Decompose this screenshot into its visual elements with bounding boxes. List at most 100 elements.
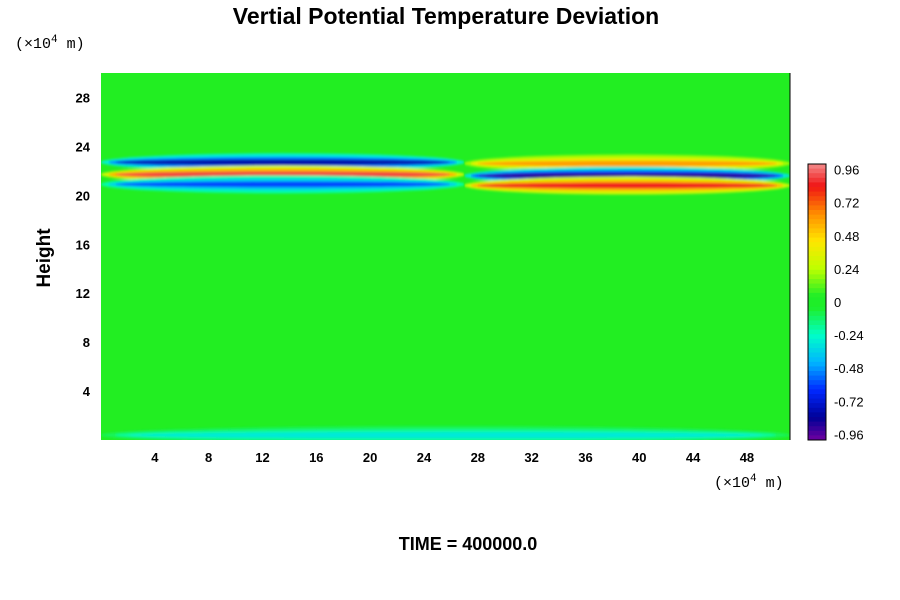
colorbar-tick-label: -0.72	[834, 394, 864, 409]
x-tick-label: 40	[632, 450, 646, 465]
colorbar-segment	[808, 191, 826, 197]
colorbar-segment	[808, 325, 826, 330]
colorbar-segment	[808, 182, 826, 188]
colorbar-segment	[808, 430, 826, 436]
y-unit-exp: 4	[51, 34, 58, 46]
colorbar-segment	[808, 329, 826, 335]
colorbar-segment	[808, 371, 826, 376]
colorbar-segment	[808, 403, 826, 409]
colorbar-segment	[808, 274, 826, 280]
x-tick-label: 32	[524, 450, 538, 465]
colorbar-tick-label: 0.48	[834, 229, 859, 244]
colorbar-segment	[808, 279, 826, 284]
colorbar-frame	[807, 163, 827, 441]
colorbar-segment	[808, 343, 826, 349]
colorbar-segment	[808, 352, 826, 358]
colorbar-segment	[808, 421, 826, 427]
colorbar-segment	[808, 205, 826, 211]
y-tick-label: 4	[83, 384, 91, 399]
x-tick-label: 12	[255, 450, 269, 465]
colorbar-segment	[808, 219, 826, 225]
colorbar-segment	[808, 233, 826, 238]
x-tick-labels: 4 8 12 16 20 24 28 32 36 40 44 48	[151, 450, 754, 465]
colorbar-tick-label: 0.24	[834, 262, 859, 277]
colorbar-tick-label: 0	[834, 295, 841, 310]
x-tick-label: 44	[686, 450, 701, 465]
x-tick-label: 36	[578, 450, 592, 465]
heatmap-band-3-layer-2	[477, 160, 777, 167]
colorbar-segment	[808, 288, 826, 294]
colorbar-segment	[808, 173, 826, 179]
colorbar-segment	[808, 269, 826, 275]
colorbar-segment	[808, 315, 826, 321]
y-tick-label: 16	[76, 237, 90, 252]
colorbar-segment	[808, 380, 826, 386]
chart-title: Vertial Potential Temperature Deviation	[233, 3, 659, 29]
heatmap-band-5-layer-2	[477, 182, 777, 189]
colorbar-segment	[808, 389, 826, 395]
colorbar-tick-labels: 0.96 0.72 0.48 0.24 0 -0.24 -0.48 -0.72 -0.96	[834, 163, 864, 443]
colorbar-tick-label: -0.24	[834, 328, 864, 343]
colorbar-segment	[808, 394, 826, 399]
heatmap-band-2-layer-2	[115, 181, 450, 188]
colorbar-segment	[808, 375, 826, 381]
colorbar-segment	[808, 320, 826, 326]
colorbar-segment	[808, 426, 826, 432]
x-tick-label: 24	[417, 450, 432, 465]
colorbar-segment	[808, 223, 826, 229]
colorbar-segment	[808, 311, 826, 317]
colorbar-segment	[808, 256, 826, 261]
colorbar-segment	[808, 214, 826, 220]
colorbar-tick-label: 0.72	[834, 196, 859, 211]
colorbar-segment	[808, 187, 826, 192]
x-unit-exp: 4	[750, 473, 757, 485]
colorbar-segment	[808, 177, 826, 183]
colorbar-segment	[808, 361, 826, 367]
heatmap-background	[101, 73, 790, 440]
colorbar-segment	[808, 357, 826, 363]
colorbar-segment	[808, 292, 826, 298]
heatmap-bands	[101, 153, 790, 440]
colorbar-segment	[808, 366, 826, 372]
colorbar-segment	[808, 283, 826, 289]
y-tick-label: 28	[76, 90, 90, 105]
colorbar-segment	[808, 306, 826, 312]
heatmap-band-0-layer-2	[115, 159, 450, 166]
heatmap-plot-area	[101, 73, 790, 440]
colorbar-segment	[808, 196, 826, 202]
y-tick-label: 8	[83, 335, 90, 350]
colorbar-segment	[808, 242, 826, 248]
colorbar-segment	[808, 246, 826, 252]
heatmap-band-6-layer-2	[128, 432, 763, 438]
y-tick-labels: 4 8 12 16 20 24 28	[76, 90, 91, 399]
x-unit-suffix: m)	[757, 475, 784, 492]
colorbar-segment	[808, 164, 826, 169]
y-unit-prefix: (×10	[15, 36, 51, 53]
colorbar-segment	[808, 297, 826, 303]
colorbar-segment	[808, 168, 826, 174]
x-unit-label: (×104 m)	[714, 473, 784, 492]
colorbar-segment	[808, 237, 826, 243]
x-tick-label: 16	[309, 450, 323, 465]
heatmap-band-1-layer-2	[115, 171, 450, 178]
colorbar-segment	[808, 210, 826, 215]
x-tick-label: 48	[740, 450, 754, 465]
x-tick-label: 28	[471, 450, 485, 465]
colorbar-segment	[808, 338, 826, 344]
colorbar-segment	[808, 348, 826, 353]
colorbar-segment	[808, 265, 826, 271]
y-axis-label: Height	[34, 228, 55, 288]
x-tick-label: 20	[363, 450, 377, 465]
colorbar-tick-label: -0.96	[834, 427, 864, 442]
colorbar-segment	[808, 417, 826, 422]
colorbar-segment	[808, 435, 826, 441]
x-tick-label: 4	[151, 450, 159, 465]
colorbar-segment	[808, 228, 826, 234]
colorbar-segment	[808, 260, 826, 266]
y-tick-label: 24	[76, 139, 91, 154]
x-tick-label: 8	[205, 450, 212, 465]
x-unit-prefix: (×10	[714, 475, 750, 492]
y-tick-label: 12	[76, 286, 90, 301]
colorbar-segment	[808, 384, 826, 390]
